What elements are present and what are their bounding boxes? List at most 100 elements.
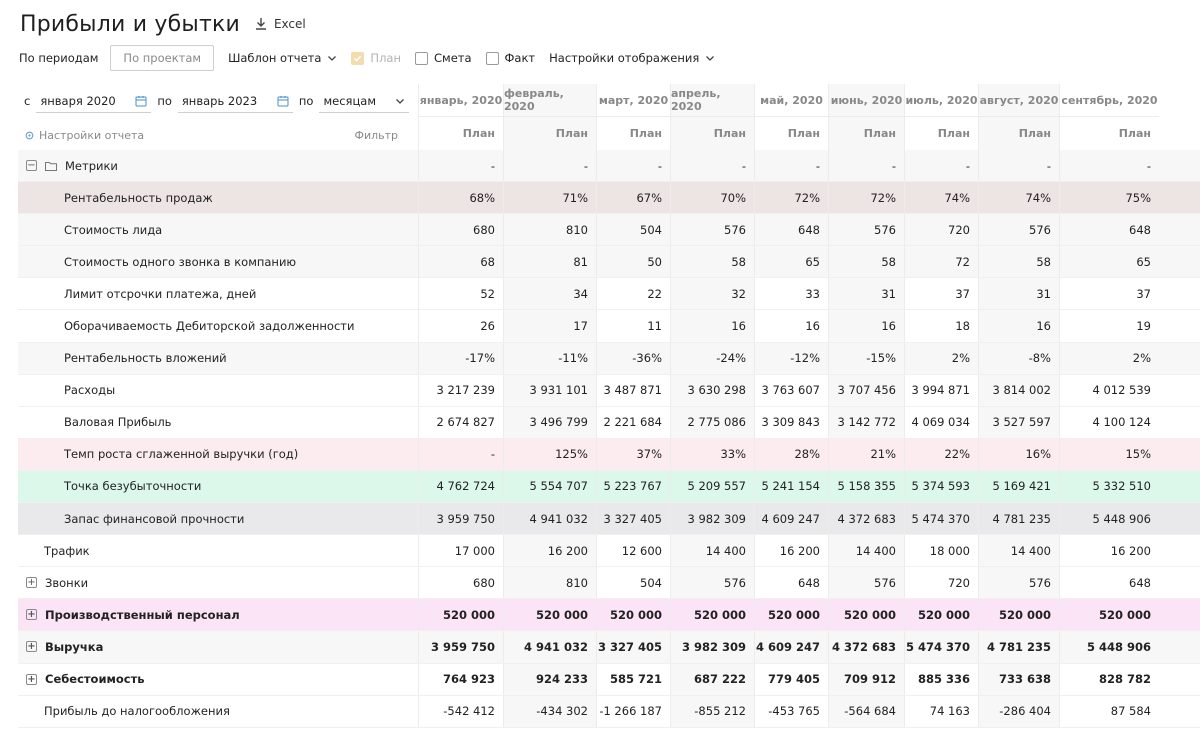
table-cell: 520 000 (904, 599, 978, 631)
month-column: сентябрь, 2020 План (1059, 84, 1159, 150)
expand-icon[interactable]: + (26, 641, 37, 653)
row-label: + Себестоимость (18, 664, 418, 695)
table-row[interactable]: Стоимость лида 680 810 504 576 648 576 720 576 64… (18, 214, 1200, 247)
table-cell: -24% (670, 342, 754, 374)
period-select[interactable]: месяцам (319, 89, 410, 113)
table-row[interactable]: Оборачиваемость Дебиторской задолженност… (18, 310, 1200, 343)
table-cell: - (978, 150, 1059, 182)
table-cell: 3 309 843 (754, 406, 828, 438)
row-label: Точка безубыточности (18, 471, 418, 502)
table-cell: 885 336 (904, 663, 978, 695)
table-cell: 3 982 309 (670, 631, 754, 663)
table-cell: - (503, 150, 596, 182)
table-cell: 576 (978, 214, 1059, 246)
row-label-text: Стоимость лида (64, 222, 163, 237)
month-header: апрель, 2020 (671, 84, 754, 117)
table-row[interactable]: + Производственный персонал 520 000 520 000… (18, 599, 1200, 632)
table-row[interactable]: + Выручка 3 959 750 4 941 032 3 327 405 3 982… (18, 631, 1200, 664)
table-row[interactable]: Лимит отсрочки платежа, дней 52 34 22 32 33 31… (18, 278, 1200, 311)
collapse-icon[interactable]: − (26, 160, 37, 172)
expand-icon[interactable]: + (26, 673, 37, 685)
table-row[interactable]: Темп роста сглаженной выручки (год) -125%… (18, 438, 1200, 471)
estimate-checkbox[interactable]: Смета (415, 51, 472, 65)
settings-row: Настройки отчета Фильтр (18, 122, 418, 148)
table-row[interactable]: − Метрики - - - - - - - - - (18, 150, 1200, 183)
table-cell: 14 400 (670, 535, 754, 567)
table-cell: 520 000 (828, 599, 904, 631)
table-cell: 71% (503, 182, 596, 214)
row-label: + Звонки (18, 567, 418, 598)
table-cell: 4 941 032 (503, 631, 596, 663)
table-cell: 504 (596, 214, 670, 246)
table-row[interactable]: Прибыль до налогообложения -542 412 -434 3… (18, 695, 1200, 728)
excel-export-button[interactable]: Excel (254, 17, 306, 31)
table-cell: 810 (503, 214, 596, 246)
table-row[interactable]: Расходы 3 217 239 3 931 101 3 487 871 3 630 … (18, 374, 1200, 407)
tab-periods[interactable]: По периодам (19, 51, 99, 65)
table-cell: 648 (1059, 567, 1159, 599)
table-cell: 648 (754, 567, 828, 599)
month-header: январь, 2020 (419, 84, 503, 117)
table-cell: 520 000 (1059, 599, 1159, 631)
table-cell: 4 781 235 (978, 503, 1059, 535)
table-cell: 576 (670, 214, 754, 246)
month-column: май, 2020 План (754, 84, 828, 150)
report-settings-button[interactable]: Настройки отчета (18, 129, 144, 142)
table-row[interactable]: Стоимость одного звонка в компанию 68 81 50… (18, 246, 1200, 279)
gear-icon (25, 131, 34, 139)
row-label-text: Трафик (44, 543, 90, 558)
table-cell: 26 (418, 310, 503, 342)
table-cell: 4 609 247 (754, 631, 828, 663)
display-settings-dropdown[interactable]: Настройки отображения (549, 51, 715, 65)
expand-icon[interactable]: + (26, 609, 37, 621)
table-cell: 3 994 871 (904, 374, 978, 406)
table-cell: - (754, 150, 828, 182)
table-cell: 72% (828, 182, 904, 214)
table-cell: 68 (418, 246, 503, 278)
table-row[interactable]: + Себестоимость 764 923 924 233 585 721 687 2… (18, 663, 1200, 696)
download-icon (255, 18, 266, 30)
template-dropdown[interactable]: Шаблон отчета (228, 51, 337, 65)
row-label-text: Оборачиваемость Дебиторской задолженност… (64, 319, 355, 334)
plan-header: План (713, 127, 746, 140)
table-cell: -8% (978, 342, 1059, 374)
from-date-field[interactable]: января 2020 (36, 89, 152, 113)
table-cell: 5 158 355 (828, 470, 904, 503)
table-row[interactable]: Рентабельность вложений -17% -11% -36% -24% -… (18, 342, 1200, 375)
row-label-text: Точка безубыточности (64, 479, 202, 494)
to-date-field[interactable]: январь 2023 (177, 89, 293, 113)
table-row[interactable]: Точка безубыточности 4 762 724 5 554 707 5 … (18, 470, 1200, 504)
table-cell: 50 (596, 246, 670, 278)
table-cell: 17 (503, 310, 596, 342)
table-cell: 680 (418, 214, 503, 246)
row-label-text: Расходы (64, 383, 116, 398)
table-cell: 764 923 (418, 663, 503, 695)
table-cell: - (418, 438, 503, 470)
tab-projects[interactable]: По проектам (110, 45, 215, 71)
row-label-text: Стоимость одного звонка в компанию (64, 254, 297, 269)
table-cell: 779 405 (754, 663, 828, 695)
row-label-text: Метрики (65, 158, 118, 173)
fact-checkbox[interactable]: Факт (485, 51, 535, 65)
table-cell: 5 448 906 (1059, 503, 1159, 535)
row-label: + Производственный персонал (18, 599, 418, 630)
plan-header: План (787, 127, 820, 140)
table-cell: 5 169 421 (978, 470, 1059, 503)
filter-button[interactable]: Фильтр (354, 128, 398, 142)
expand-icon[interactable]: + (26, 577, 37, 589)
row-label: Прибыль до налогообложения (18, 696, 418, 727)
table-cell: -1 266 187 (596, 695, 670, 727)
plan-checkbox[interactable]: План (351, 51, 401, 65)
table-cell: -453 765 (754, 695, 828, 727)
row-label-text: Прибыль до налогообложения (44, 704, 230, 719)
table-row[interactable]: Валовая Прибыль 2 674 827 3 496 799 2 221 6… (18, 406, 1200, 439)
row-label-text: Валовая Прибыль (64, 415, 172, 430)
table-row[interactable]: Рентабельность продаж 68% 71% 67% 70% 72% 72% 7… (18, 182, 1200, 215)
table-row[interactable]: + Звонки 680 810 504 576 648 576 720 576 648 (18, 567, 1200, 600)
from-prefix: с (24, 94, 31, 108)
table-row[interactable]: Запас финансовой прочности 3 959 750 4 941… (18, 503, 1200, 536)
table-row[interactable]: Трафик 17 000 16 200 12 600 14 400 16 200 14 4… (18, 535, 1200, 568)
table-cell: - (596, 150, 670, 182)
table-cell: 687 222 (670, 663, 754, 695)
table-cell: - (670, 150, 754, 182)
